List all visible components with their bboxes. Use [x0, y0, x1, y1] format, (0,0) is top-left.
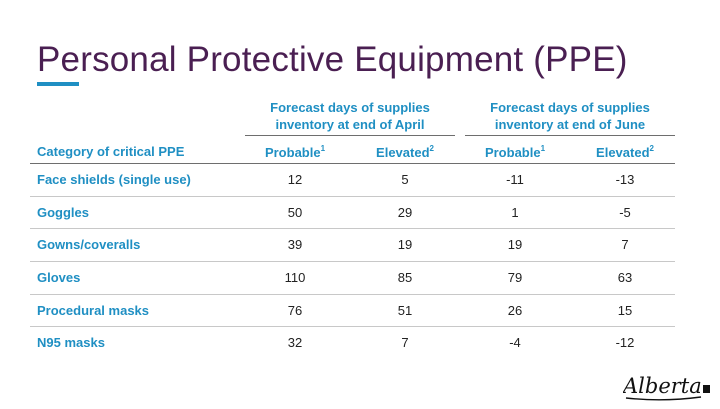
title-accent-bar	[37, 82, 79, 86]
page-title: Personal Protective Equipment (PPE)	[37, 40, 628, 79]
alberta-logo-mark	[703, 385, 710, 393]
june-forecast-header: Forecast days of supplies inventory at e…	[465, 99, 675, 139]
footnote-marker: 2	[649, 144, 654, 153]
april-header-divider	[245, 135, 455, 136]
june-probable-value: 19	[507, 237, 523, 253]
april-elevated-value: 5	[401, 172, 409, 187]
april-probable-value: 39	[287, 237, 303, 253]
april-probable-value: 110	[284, 270, 306, 286]
footnote-marker: 1	[320, 144, 326, 153]
june-probable-header: Probable1	[465, 144, 565, 164]
april-probable-value: 32	[287, 335, 303, 351]
alberta-logo-wordmark: Alberta	[623, 374, 702, 398]
june-elevated-header: Elevated2	[575, 144, 675, 164]
row-category: N95 masks	[37, 335, 105, 351]
footnote-marker: 1	[540, 144, 546, 153]
row-category: Procedural masks	[37, 302, 150, 318]
table-row: Gowns/coveralls 39 19 19 7	[30, 229, 675, 263]
june-elevated-value: -12	[615, 335, 635, 351]
june-probable-value: 79	[507, 270, 523, 286]
april-elevated-value: 51	[397, 302, 413, 318]
header-rule	[30, 163, 675, 164]
footnote-marker: 2	[429, 144, 434, 153]
june-elevated-value: 63	[617, 270, 633, 286]
june-probable-value: 26	[507, 302, 523, 318]
category-column-header: Category of critical PPE	[37, 144, 185, 159]
june-forecast-header-line2: inventory at end of June	[494, 117, 646, 132]
april-elevated-value: 19	[397, 237, 413, 253]
alberta-logo-underline	[625, 396, 702, 401]
june-elevated-value: -13	[615, 172, 635, 187]
june-probable-value: -11	[506, 172, 524, 187]
row-category: Goggles	[37, 204, 90, 220]
probable-label: Probable	[484, 145, 541, 160]
april-elevated-value: 85	[397, 270, 413, 286]
june-elevated-value: -5	[619, 204, 631, 220]
row-category: Gowns/coveralls	[37, 237, 141, 253]
april-forecast-header-line1: Forecast days of supplies	[270, 100, 430, 115]
june-elevated-value: 15	[617, 302, 633, 318]
june-probable-value: -4	[509, 335, 521, 351]
alberta-logo: Alberta	[623, 374, 710, 401]
april-probable-value: 76	[287, 302, 303, 318]
table-row: Procedural masks 76 51 26 15	[30, 295, 675, 328]
june-probable-value: 1	[511, 204, 519, 220]
table-row: Goggles 50 29 1 -5	[30, 197, 675, 230]
elevated-label: Elevated	[376, 145, 430, 160]
row-category: Gloves	[37, 270, 81, 286]
row-category: Face shields (single use)	[37, 172, 191, 187]
april-forecast-header: Forecast days of supplies inventory at e…	[245, 99, 455, 139]
june-header-divider	[465, 135, 675, 136]
april-forecast-header-line2: inventory at end of April	[275, 117, 425, 132]
elevated-label: Elevated	[596, 145, 650, 160]
april-elevated-value: 29	[397, 204, 413, 220]
ppe-table-body: Face shields (single use) 12 5 -11 -13 G…	[30, 164, 675, 360]
april-probable-value: 50	[287, 204, 303, 220]
table-row: Face shields (single use) 12 5 -11 -13	[30, 164, 675, 197]
probable-label: Probable	[264, 145, 321, 160]
june-forecast-header-line1: Forecast days of supplies	[490, 100, 650, 115]
table-row: Gloves 110 85 79 63	[30, 262, 675, 295]
april-elevated-value: 7	[401, 335, 409, 351]
april-probable-header: Probable1	[245, 144, 345, 164]
june-elevated-value: 7	[621, 237, 629, 253]
table-row: N95 masks 32 7 -4 -12	[30, 327, 675, 360]
april-elevated-header: Elevated2	[355, 144, 455, 164]
april-probable-value: 12	[287, 172, 303, 187]
